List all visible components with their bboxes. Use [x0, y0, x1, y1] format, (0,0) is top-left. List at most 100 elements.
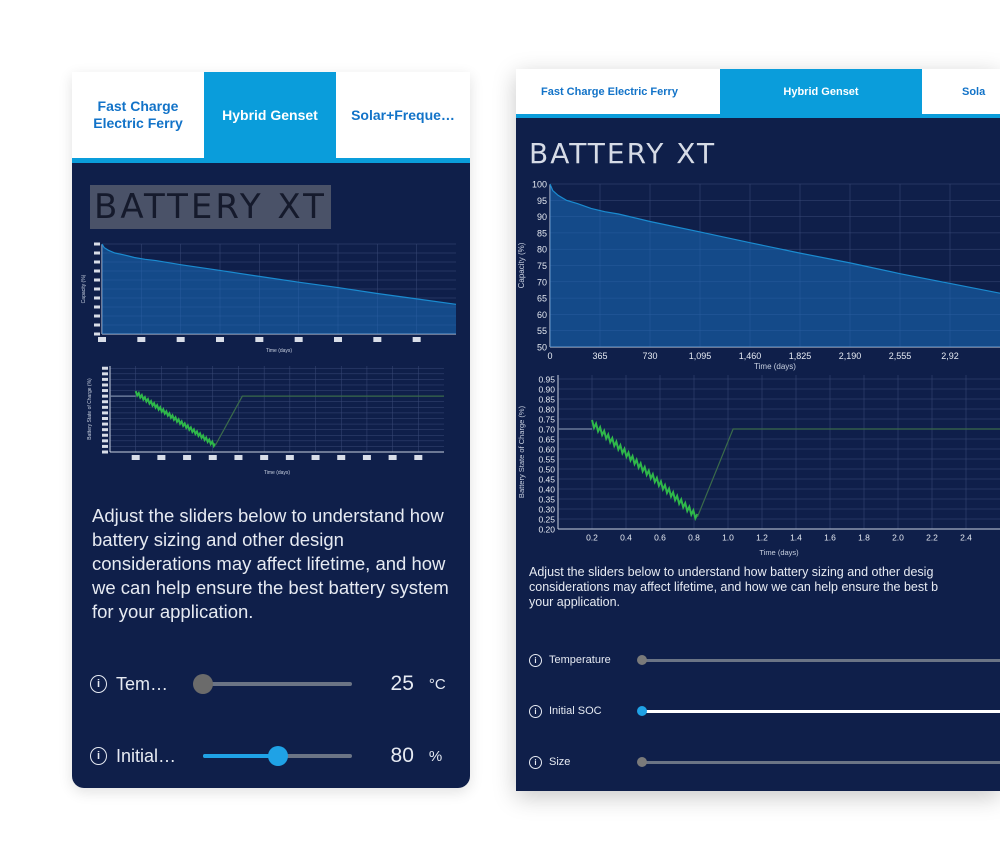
initial-soc-slider[interactable] — [637, 706, 1000, 716]
y-tick-label — [94, 332, 100, 336]
x-tick-label — [334, 337, 342, 342]
x-tick-label — [98, 337, 106, 342]
y-tick-label — [102, 394, 108, 398]
tab-label: Fast Charge Electric Ferry — [541, 85, 678, 98]
y-tick-label — [102, 422, 108, 426]
y-tick-label — [94, 251, 100, 255]
tab-label: Hybrid Genset — [783, 85, 859, 98]
x-axis-title: Time (days) — [264, 470, 291, 476]
x-tick-label — [285, 455, 294, 460]
soc-chart: 0.2 0.4 0.6 0.8 1.0 1.2 1.4 1.6 1.8 2.0 2.2 2.4 0.20… — [516, 372, 1000, 557]
info-icon[interactable]: i — [90, 747, 108, 765]
x-tick-label — [131, 455, 140, 460]
tab-solar[interactable]: Sola — [922, 69, 1000, 114]
chart-svg: Time (days) Capacity (%) — [81, 242, 457, 354]
slider-label: Initial… — [116, 745, 177, 766]
slider-thumb[interactable] — [267, 746, 288, 766]
tab-solar-frequency[interactable]: Solar+Freque… — [336, 72, 470, 158]
mobile-panel: Fast Charge Electric Ferry Hybrid Genset… — [72, 72, 470, 788]
x-tick-label — [216, 337, 224, 342]
slider-thumb[interactable] — [637, 655, 647, 665]
initial-soc-slider-row: i Initial SOC — [529, 703, 1000, 719]
slider-label: Temperature — [549, 654, 611, 666]
x-tick-label: 0.2 — [586, 533, 598, 543]
y-tick-label: 0.95 — [538, 374, 555, 384]
slider-unit: °C — [428, 675, 446, 693]
y-tick-label: 50 — [537, 343, 547, 353]
x-tick-label: 0.8 — [688, 533, 700, 543]
x-tick-label — [294, 337, 303, 342]
x-tick-label: 1.2 — [756, 533, 768, 543]
y-tick-label — [102, 433, 108, 437]
x-tick-label: 0.4 — [620, 533, 632, 543]
y-tick-label: 0.25 — [538, 514, 555, 524]
size-slider[interactable] — [637, 757, 1000, 767]
brand-logo: BATTERY XT — [529, 137, 717, 170]
capacity-line — [101, 243, 457, 305]
slider-thumb[interactable] — [637, 706, 647, 716]
y-tick-label — [102, 428, 108, 432]
y-tick-label — [94, 287, 100, 291]
y-tick-label: 0.80 — [538, 404, 555, 414]
slider-thumb[interactable] — [193, 674, 214, 694]
soc-chart: Time (days) Battery State of Charge (%) — [86, 364, 448, 476]
y-tick-label: 65 — [537, 294, 547, 304]
tab-underline — [72, 158, 470, 163]
y-tick-label — [94, 242, 100, 246]
x-tick-label: 0.6 — [654, 533, 666, 543]
description-text: Adjust the sliders below to understand h… — [92, 505, 449, 622]
tab-label: Fast Charge Electric Ferry — [93, 98, 183, 131]
x-tick-label: 1,825 — [789, 351, 812, 361]
x-tick-label — [234, 455, 243, 460]
y-tick-label — [94, 296, 100, 300]
x-tick-label: 1.8 — [858, 533, 870, 543]
y-tick-label — [102, 439, 108, 443]
info-icon[interactable]: i — [529, 653, 542, 667]
x-tick-label: 365 — [592, 351, 607, 361]
slider-fill — [203, 754, 278, 758]
info-icon[interactable]: i — [90, 675, 108, 693]
y-tick-label: 0.70 — [538, 424, 555, 434]
x-tick-label — [137, 337, 146, 342]
temperature-slider-row: i Tem… 25 °C — [90, 669, 458, 699]
slider-thumb[interactable] — [637, 757, 647, 767]
info-icon[interactable]: i — [529, 755, 542, 769]
slider-value: 25 — [390, 672, 414, 695]
tab-label: Sola — [962, 85, 986, 98]
tab-hybrid-genset[interactable]: Hybrid Genset — [204, 72, 336, 158]
y-tick-label: 0.45 — [538, 474, 555, 484]
info-icon[interactable]: i — [529, 704, 542, 718]
x-tick-label: 1,095 — [689, 351, 712, 361]
tab-hybrid-genset[interactable]: Hybrid Genset — [720, 69, 922, 114]
y-tick-label: 0.50 — [538, 464, 555, 474]
tab-label: Solar+Freque… — [351, 106, 455, 123]
temperature-slider[interactable] — [637, 655, 1000, 665]
x-tick-label: 2.0 — [892, 533, 904, 543]
x-tick-label: 1.0 — [722, 533, 734, 543]
y-tick-label — [102, 366, 108, 370]
tab-fast-charge-electric-ferry[interactable]: Fast Charge Electric Ferry — [516, 69, 720, 114]
tab-fast-charge-electric-ferry[interactable]: Fast Charge Electric Ferry — [72, 72, 204, 158]
temperature-slider[interactable] — [193, 674, 352, 694]
capacity-chart: Time (days) Capacity (%) — [80, 242, 460, 354]
capacity-chart: 0 365 730 1,095 1,460 1,825 2,190 2,555 2,92 50 55… — [516, 181, 1000, 371]
x-tick-label: 0 — [547, 351, 552, 361]
x-tick-label — [157, 455, 166, 460]
x-tick-label — [255, 337, 264, 342]
y-tick-label: 70 — [537, 277, 547, 287]
tab-bar: Fast Charge Electric Ferry Hybrid Genset… — [516, 69, 1000, 114]
x-tick-label — [412, 337, 421, 342]
initial-soc-slider[interactable] — [203, 746, 352, 766]
y-tick-label — [102, 389, 108, 393]
x-axis-title: Time (days) — [266, 348, 293, 354]
y-tick-label: 0.65 — [538, 434, 555, 444]
x-tick-label — [362, 455, 371, 460]
x-tick-label — [311, 455, 320, 460]
y-tick-label: 0.75 — [538, 414, 555, 424]
x-tick-label — [337, 455, 346, 460]
y-tick-label — [94, 305, 100, 309]
chart-svg: Time (days) Battery State of Charge (%) — [87, 366, 444, 476]
y-tick-label — [102, 400, 108, 404]
slider-label: Size — [549, 756, 571, 768]
description-text: Adjust the sliders below to understand h… — [529, 565, 939, 609]
